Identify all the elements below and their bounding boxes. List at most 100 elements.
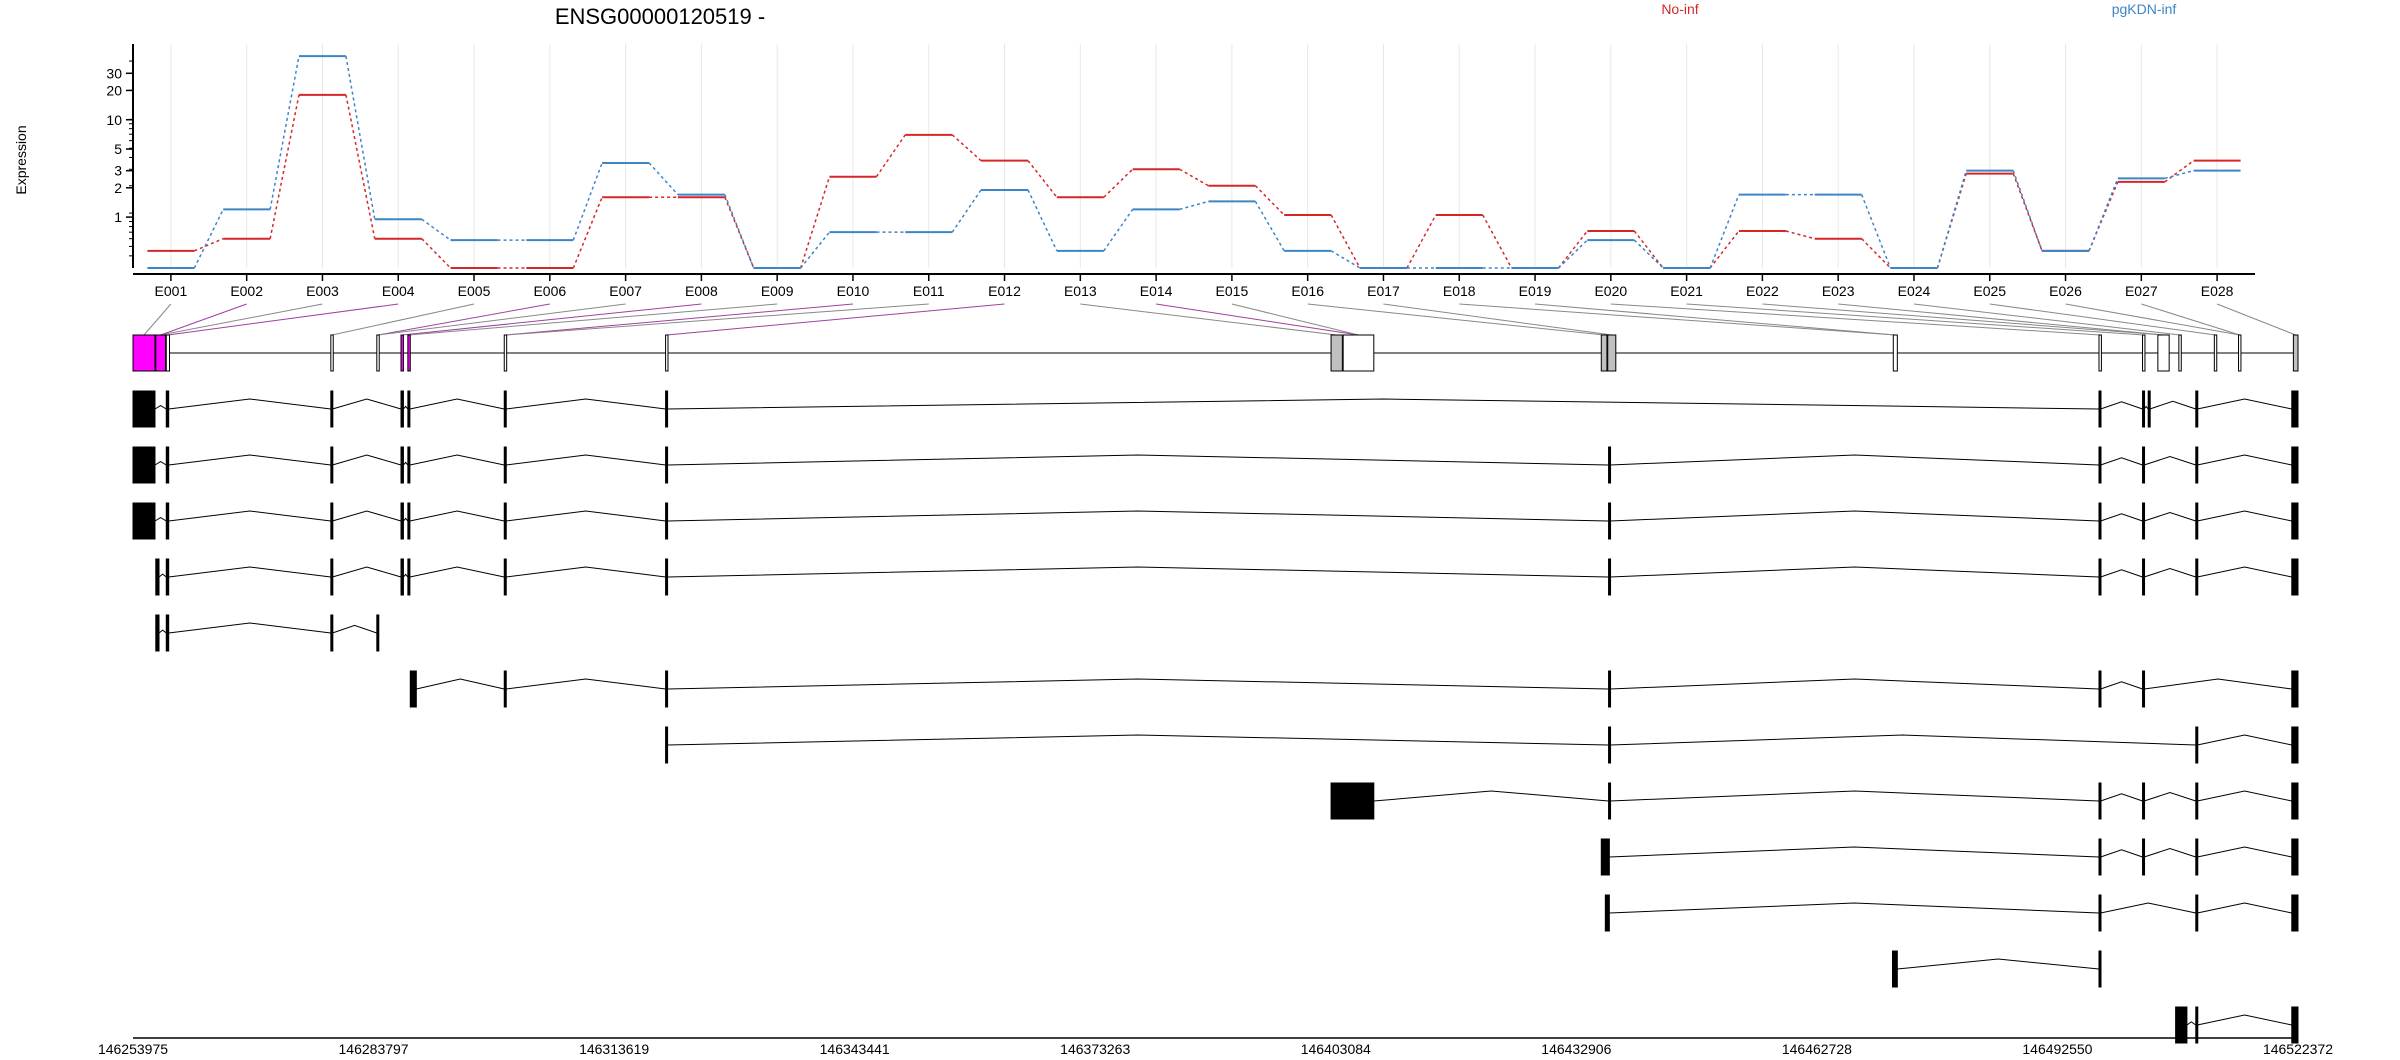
x-tick-label-e009: E009 <box>761 283 794 299</box>
x-tick-label-e021: E021 <box>1670 283 1703 299</box>
intron <box>667 510 1609 522</box>
exon-block <box>407 502 411 540</box>
exon-block <box>2142 502 2146 540</box>
intron <box>1610 734 2196 746</box>
exon-block <box>2147 390 2151 428</box>
exon-block <box>503 446 507 484</box>
intron <box>154 461 167 466</box>
y-tick-label-5: 5 <box>114 141 122 157</box>
intron <box>403 405 409 410</box>
intron <box>2144 792 2196 802</box>
intron <box>168 510 331 522</box>
exon-block <box>665 558 669 596</box>
connector-pgkdn-inf <box>269 56 300 210</box>
exon-block <box>1608 558 1612 596</box>
connector-no-inf <box>421 238 452 269</box>
intron <box>505 398 666 410</box>
exon-block <box>330 558 334 596</box>
x-tick-label-e018: E018 <box>1443 283 1476 299</box>
intron <box>2197 1014 2292 1026</box>
y-tick-label-2: 2 <box>114 180 122 196</box>
intron <box>2100 793 2143 802</box>
y-tick-label-20: 20 <box>106 82 122 98</box>
flag-exon-block <box>1607 334 1617 372</box>
exon-block <box>132 390 156 428</box>
exon-block <box>2142 558 2146 596</box>
flag-exon-block <box>165 334 171 372</box>
x-tick-label-e016: E016 <box>1291 283 1324 299</box>
transcript-6 <box>409 670 2299 708</box>
intron <box>158 629 167 634</box>
intron <box>332 398 402 410</box>
exon-block <box>2098 502 2102 540</box>
intron <box>2100 513 2143 522</box>
exon-block <box>2195 502 2199 540</box>
exon-block <box>2195 390 2199 428</box>
transcript-11 <box>1891 950 2102 988</box>
x-tick-label-e003: E003 <box>306 283 339 299</box>
exon-block <box>2195 1006 2199 1044</box>
intron <box>1609 846 2100 858</box>
x-tick-label-e014: E014 <box>1140 283 1173 299</box>
exon-block <box>400 390 404 428</box>
connector-pgkdn-inf <box>800 231 831 269</box>
exon-block <box>2142 446 2146 484</box>
intron <box>2197 846 2292 858</box>
intron <box>505 566 666 578</box>
exon-block <box>2098 670 2102 708</box>
intron <box>403 517 409 522</box>
connector-pgkdn-inf <box>1633 239 1664 269</box>
exon-block <box>330 446 334 484</box>
connector-no-inf <box>1861 238 1892 269</box>
genomic-tick-label: 146283797 <box>339 1041 409 1057</box>
exon-block <box>1330 782 1375 820</box>
flag-exon-block <box>1892 334 1898 372</box>
exon-block <box>2142 782 2146 820</box>
intron <box>2197 510 2292 522</box>
intron <box>409 566 505 578</box>
exon-block <box>1608 446 1612 484</box>
connector-e022 <box>1762 303 2164 336</box>
exon-block <box>2291 894 2299 932</box>
connector-no-inf <box>1633 230 1664 269</box>
intron <box>2100 569 2143 578</box>
exon-block <box>2195 446 2199 484</box>
intron <box>1610 678 2100 690</box>
connector-e028 <box>2216 303 2296 336</box>
exon-block <box>2098 894 2102 932</box>
x-tick-label-e015: E015 <box>1216 283 1249 299</box>
connector-e002 <box>160 303 247 336</box>
genomic-tick-label: 146253975 <box>98 1041 168 1057</box>
connector-e006 <box>377 303 550 336</box>
intron <box>1610 790 2100 802</box>
exon-block <box>503 670 507 708</box>
connector-no-inf <box>1027 160 1058 198</box>
exon-block <box>2098 558 2102 596</box>
x-tick-label-e007: E007 <box>609 283 642 299</box>
exon-block <box>165 558 170 596</box>
flag-exon-block <box>2157 334 2170 372</box>
connector-no-inf <box>1103 168 1134 198</box>
intron <box>1897 958 2100 970</box>
connector-no-inf <box>1254 185 1285 216</box>
exon-block <box>665 670 669 708</box>
connector-pgkdn-inf <box>1179 200 1209 211</box>
exon-block <box>1600 838 1610 876</box>
legend-no-inf: No-inf <box>1661 1 1698 17</box>
connector-e004 <box>167 303 399 336</box>
flag-exon-block <box>2292 334 2299 372</box>
connector-e013 <box>1080 303 1337 336</box>
exon-block <box>165 614 170 652</box>
connector-no-inf <box>572 196 603 269</box>
intron <box>168 398 331 410</box>
intron <box>667 734 1609 746</box>
connector-no-inf <box>1557 230 1588 269</box>
intron <box>409 398 505 410</box>
exon-block <box>330 614 334 652</box>
x-axis: E001 E002 E003 E004 E005 E006 E007 E008 E009 E010… <box>133 273 2255 299</box>
connector-pgkdn-inf <box>2164 169 2194 180</box>
intron <box>2100 401 2143 410</box>
genomic-axis: 146253975 146283797 146313619 146343441 1463… <box>98 1037 2333 1057</box>
y-tick-label-3: 3 <box>114 163 122 179</box>
